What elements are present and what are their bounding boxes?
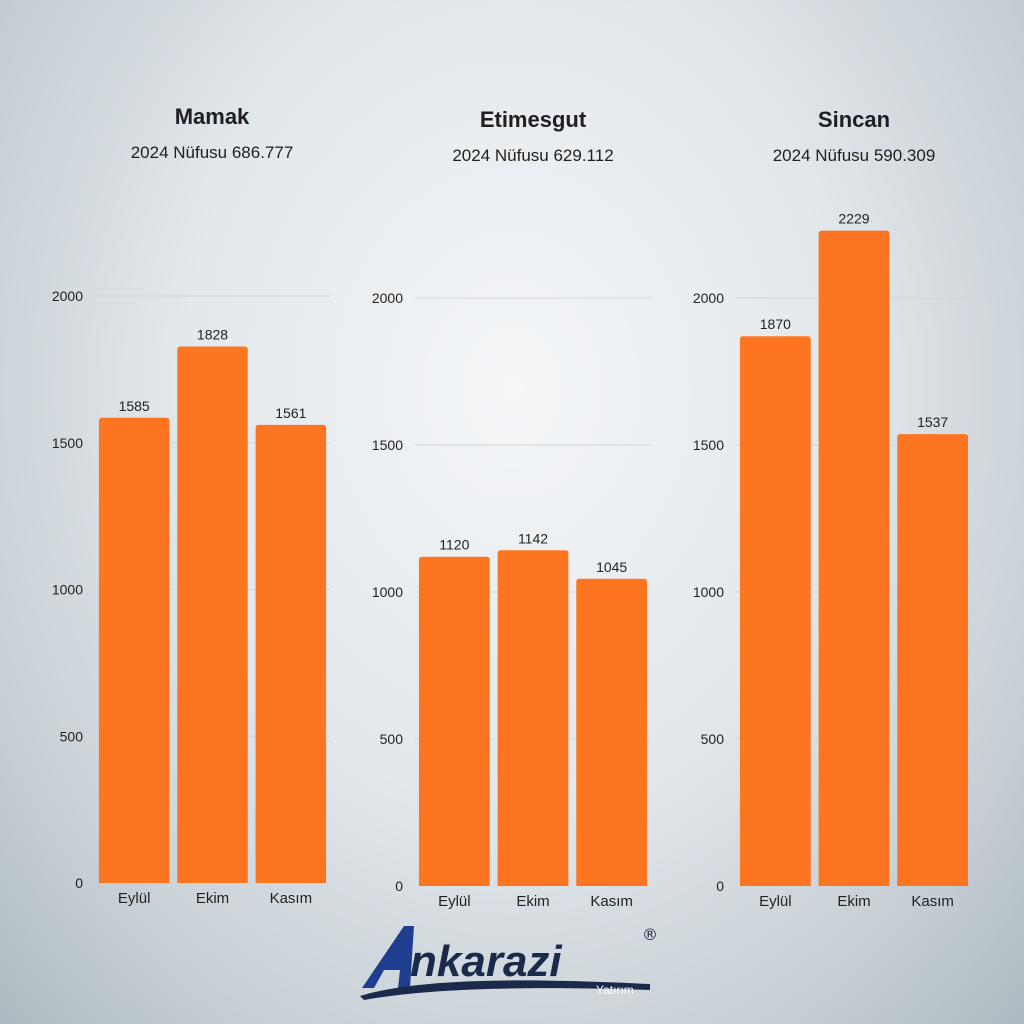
chart-3-category-label: Eylül bbox=[759, 893, 792, 910]
chart-1-ytick-label: 0 bbox=[75, 875, 83, 891]
chart-2-data-label: 1120 bbox=[439, 537, 469, 553]
logo-swoosh bbox=[360, 980, 650, 1000]
chart-1-category-label: Eylül bbox=[118, 890, 151, 907]
chart-1-ytick-label: 2000 bbox=[52, 288, 83, 304]
chart-1-ytick-label: 1000 bbox=[52, 582, 83, 598]
chart-2-bar bbox=[576, 578, 648, 886]
chart-1-ytick-label: 500 bbox=[60, 728, 84, 744]
chart-2-ytick-label: 1000 bbox=[372, 584, 403, 600]
chart-1-data-label: 1828 bbox=[197, 326, 228, 342]
chart-3-data-label: 2229 bbox=[838, 211, 869, 227]
chart-2-category-label: Kasım bbox=[590, 893, 633, 910]
chart-3-ytick-label: 1000 bbox=[693, 584, 724, 600]
chart-2-ytick-label: 0 bbox=[395, 878, 403, 894]
chart-2-category-label: Ekim bbox=[516, 893, 549, 910]
logo-mark: nkarazi Yatırım ® bbox=[360, 925, 658, 1000]
chart-2-bar bbox=[418, 556, 490, 886]
chart-2-category-label: Eylül bbox=[438, 893, 471, 910]
chart-2-data-label: 1142 bbox=[518, 530, 548, 546]
chart-1-bar bbox=[255, 424, 327, 883]
logo-registered-mark: ® bbox=[642, 925, 658, 944]
chart-3-subtitle: 2024 Nüfusu 590.309 bbox=[773, 146, 936, 165]
chart-3-title: Sincan bbox=[818, 107, 890, 132]
chart-3-data-label: 1870 bbox=[760, 316, 791, 332]
chart-3-ytick-label: 2000 bbox=[693, 290, 724, 306]
chart-1-ytick-label: 1500 bbox=[52, 435, 83, 451]
chart-3-bar bbox=[897, 434, 969, 886]
chart-1-data-label: 1585 bbox=[119, 398, 150, 414]
chart-2-ytick-label: 1500 bbox=[372, 437, 403, 453]
chart-2-title: Etimesgut bbox=[480, 107, 587, 132]
chart-2-subtitle: 2024 Nüfusu 629.112 bbox=[452, 146, 613, 165]
chart-1-bar bbox=[177, 346, 248, 883]
chart-3-data-label: 1537 bbox=[917, 414, 948, 430]
chart-3-ytick-label: 500 bbox=[701, 731, 725, 747]
chart-1-subtitle: 2024 Nüfusu 686.777 bbox=[131, 143, 294, 162]
chart-1-title: Mamak bbox=[175, 104, 250, 129]
logo-brand-text: nkarazi bbox=[410, 937, 562, 986]
chart-2-ytick-label: 2000 bbox=[372, 290, 403, 306]
chart-3-category-label: Kasım bbox=[911, 893, 954, 910]
chart-2-data-label: 1045 bbox=[596, 559, 627, 575]
chart-1-data-label: 1561 bbox=[275, 405, 306, 421]
chart-2-ytick-label: 500 bbox=[380, 731, 404, 747]
chart-3-ytick-label: 1500 bbox=[693, 437, 724, 453]
ankarazi-logo: nkarazi Yatırım ® bbox=[360, 918, 670, 1000]
chart-1-category-label: Kasım bbox=[270, 890, 313, 907]
chart-3-bar bbox=[818, 230, 890, 886]
logo-tagline: Yatırım bbox=[596, 983, 634, 997]
chart-3-bar bbox=[739, 336, 811, 887]
chart-3-ytick-label: 0 bbox=[716, 878, 724, 894]
chart-1-category-label: Ekim bbox=[196, 890, 229, 907]
chart-1-bar bbox=[98, 417, 170, 883]
chart-3-category-label: Ekim bbox=[837, 893, 870, 910]
chart-2-bar bbox=[497, 550, 569, 886]
logo-a-shape bbox=[362, 926, 414, 988]
